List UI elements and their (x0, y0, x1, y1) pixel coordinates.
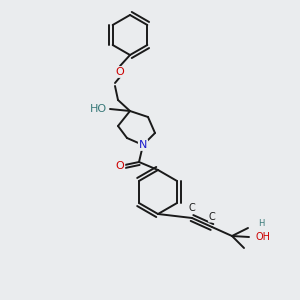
Text: HO: HO (90, 104, 107, 114)
Text: C: C (208, 212, 215, 222)
Text: O: O (116, 161, 124, 171)
Text: O: O (116, 67, 124, 77)
Text: OH: OH (255, 232, 270, 242)
Text: N: N (139, 140, 147, 150)
Text: H: H (258, 220, 264, 229)
Text: C: C (189, 203, 195, 213)
